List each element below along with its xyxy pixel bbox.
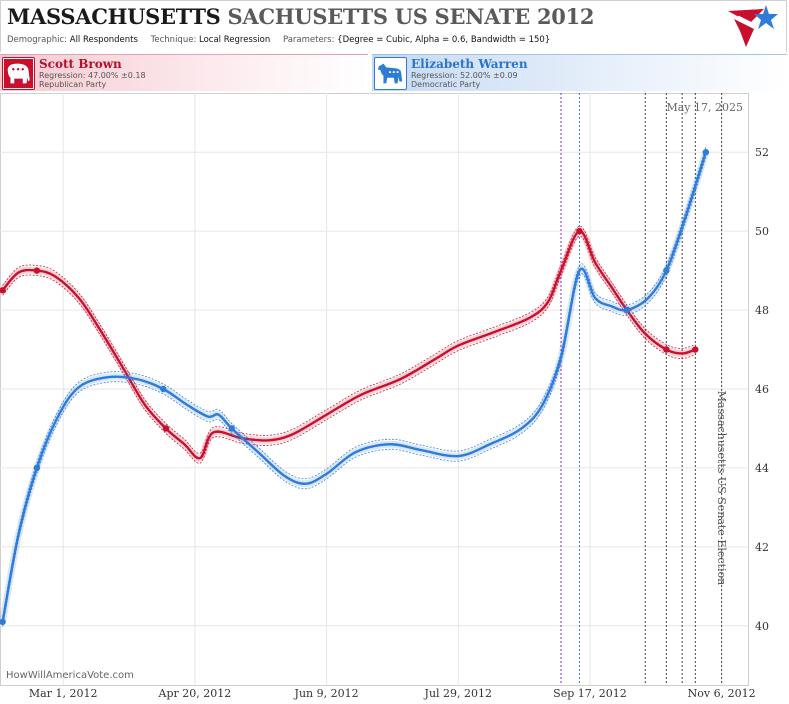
candidate-name: Scott Brown	[39, 57, 122, 71]
watermark: HowWillAmericaVote.com	[6, 670, 134, 681]
confidence-band-lower	[2, 235, 696, 464]
data-point	[228, 425, 235, 432]
y-tick-label: 44	[755, 462, 769, 475]
x-tick-label: Sep 17, 2012	[553, 687, 627, 700]
candidate-party: Republican Party	[39, 80, 107, 89]
data-point	[162, 425, 170, 432]
data-point	[0, 287, 6, 294]
y-tick-label: 50	[755, 225, 769, 238]
donkey-icon	[374, 57, 407, 90]
candidate-republican: Scott Brown Regression: 47.00% ±0.18 Rep…	[0, 54, 368, 91]
line-chart: 40 42 44 46 48 50 52 Mar 1, 2012 Apr 20, 2012 Jun…	[0, 93, 769, 700]
page-title: MASSACHUSETTS SACHUSETTS US SENATE 2012	[7, 4, 595, 29]
series-layer	[0, 147, 710, 627]
event-lines	[560, 93, 723, 685]
series-line	[1, 229, 696, 460]
data-point	[692, 346, 699, 353]
site-logo-icon	[728, 5, 778, 47]
confidence-band-upper	[2, 147, 707, 617]
parameters-value: {Degree = Cubic, Alpha = 0.6, Bandwidth …	[337, 35, 551, 45]
data-point	[33, 267, 41, 274]
confidence-band-upper	[2, 225, 696, 454]
chart-header: MASSACHUSETTS SACHUSETTS US SENATE 2012 …	[0, 0, 787, 52]
y-tick-label: 40	[755, 620, 769, 633]
x-tick-label: Jul 29, 2012	[424, 687, 493, 700]
x-tick-label: Apr 20, 2012	[158, 687, 232, 700]
candidate-regression: Regression: 47.00% ±0.18	[39, 71, 146, 80]
data-point	[160, 385, 167, 393]
technique-label: Technique:	[150, 35, 197, 45]
elephant-icon	[2, 57, 35, 90]
candidate-party: Democratic Party	[411, 80, 481, 89]
y-tick-label: 46	[755, 383, 769, 396]
title-race: SACHUSETTS US SENATE 2012	[227, 4, 595, 29]
y-tick-label: 52	[755, 146, 769, 159]
x-tick-label: Nov 6, 2012	[688, 687, 756, 700]
data-point	[0, 618, 6, 626]
candidate-regression: Regression: 52.00% ±0.09	[411, 71, 518, 80]
axes: 40 42 44 46 48 50 52 Mar 1, 2012 Apr 20, 2012 Jun…	[29, 146, 769, 700]
date-stamp: May 17, 2025	[666, 101, 743, 114]
series-elizabeth-warren	[0, 147, 710, 627]
x-tick-label: Jun 9, 2012	[294, 687, 359, 700]
technique-value: Local Regression	[199, 35, 271, 45]
data-point	[702, 149, 710, 156]
demographic-value: All Respondents	[69, 35, 138, 45]
demographic-label: Demographic:	[7, 35, 68, 45]
data-point	[576, 227, 583, 235]
parameters-label: Parameters:	[282, 35, 335, 45]
data-point	[623, 306, 631, 314]
parameters-line: Demographic: All Respondents Technique: …	[7, 35, 560, 45]
election-label: Massachusetts US Senate Election	[715, 391, 728, 585]
data-point	[33, 464, 41, 472]
y-tick-label: 42	[755, 541, 769, 554]
series-line	[1, 151, 708, 623]
data-point	[663, 267, 670, 274]
candidate-democrat: Elizabeth Warren Regression: 52.00% ±0.0…	[372, 54, 787, 91]
y-tick-label: 48	[755, 304, 769, 317]
confidence-band-lower	[2, 157, 707, 627]
x-tick-label: Mar 1, 2012	[29, 687, 98, 700]
data-point	[663, 346, 670, 353]
candidate-name: Elizabeth Warren	[411, 57, 528, 71]
title-state: MASSACHUSETTS	[7, 4, 221, 29]
